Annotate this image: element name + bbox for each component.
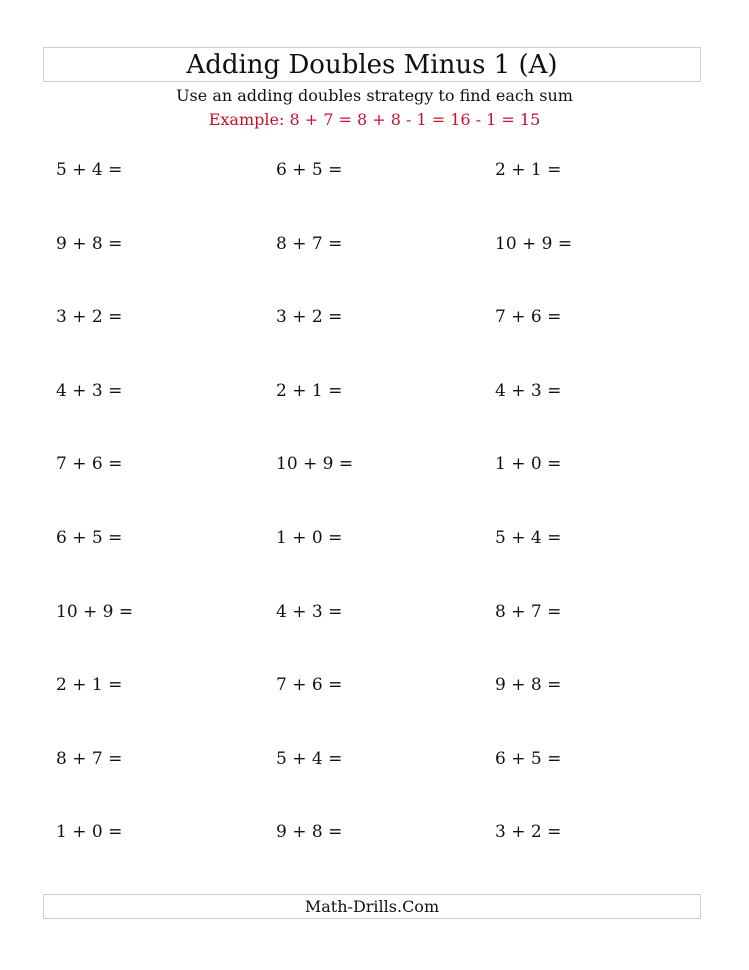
problem: 9 + 8 = <box>276 822 343 843</box>
problem: 2 + 1 = <box>495 160 562 180</box>
example: Example: 8 + 7 = 8 + 8 - 1 = 16 - 1 = 15 <box>208 110 541 129</box>
problem: 9 + 8 = <box>56 233 123 254</box>
problem: 6 + 5 = <box>56 528 123 548</box>
instructions: Use an adding doubles strategy to find e… <box>176 86 573 105</box>
problem: 4 + 3 = <box>56 380 123 401</box>
problem: 10 + 9 = <box>276 454 354 475</box>
worksheet-title: Adding Doubles Minus 1 (A) <box>43 47 701 82</box>
problem: 5 + 4 = <box>276 748 343 769</box>
problem: 4 + 3 = <box>276 601 343 622</box>
problem: 4 + 3 = <box>495 380 562 401</box>
problem: 8 + 7 = <box>276 233 343 254</box>
problem: 7 + 6 = <box>495 307 562 328</box>
problem: 6 + 5 = <box>495 748 562 769</box>
problem: 5 + 4 = <box>495 528 562 548</box>
problem: 3 + 2 = <box>56 307 123 328</box>
problem: 9 + 8 = <box>495 675 562 696</box>
problem: 5 + 4 = <box>56 160 123 180</box>
problem: 3 + 2 = <box>495 822 562 843</box>
problem: 1 + 0 = <box>276 528 343 548</box>
problem: 8 + 7 = <box>495 601 562 622</box>
problem: 10 + 9 = <box>56 601 134 622</box>
problem: 10 + 9 = <box>495 233 573 254</box>
problem: 7 + 6 = <box>276 675 343 696</box>
footer: Math-Drills.Com <box>43 894 701 919</box>
problem: 2 + 1 = <box>276 380 343 401</box>
problem: 7 + 6 = <box>56 454 123 475</box>
problem: 1 + 0 = <box>56 822 123 843</box>
problem: 1 + 0 = <box>495 454 562 475</box>
problem: 6 + 5 = <box>276 160 343 180</box>
problem: 3 + 2 = <box>276 307 343 328</box>
problem: 2 + 1 = <box>56 675 123 696</box>
problem: 8 + 7 = <box>56 748 123 769</box>
